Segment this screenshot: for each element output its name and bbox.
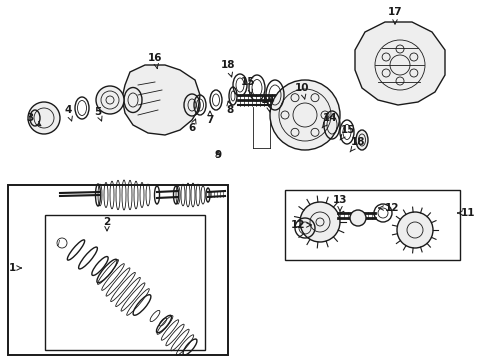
Bar — [8, 185, 228, 355]
Text: 11: 11 — [458, 208, 475, 218]
Circle shape — [350, 210, 366, 226]
Text: 12: 12 — [379, 203, 399, 213]
Text: 13: 13 — [333, 195, 347, 211]
Text: 18: 18 — [350, 137, 365, 152]
Circle shape — [270, 80, 340, 150]
Text: 5: 5 — [95, 107, 102, 121]
Text: 10: 10 — [295, 83, 309, 99]
Text: 17: 17 — [388, 7, 402, 24]
Circle shape — [96, 86, 124, 114]
Text: 15: 15 — [340, 125, 355, 140]
Text: 1: 1 — [8, 263, 22, 273]
Text: 4: 4 — [64, 105, 73, 121]
Circle shape — [28, 102, 60, 134]
Text: 2: 2 — [103, 217, 111, 231]
Ellipse shape — [356, 130, 368, 150]
Text: 7: 7 — [206, 111, 214, 125]
Text: 14: 14 — [322, 113, 337, 128]
Text: 18: 18 — [221, 60, 235, 77]
Text: 9: 9 — [215, 150, 221, 160]
Text: 12: 12 — [291, 220, 311, 230]
Circle shape — [300, 202, 340, 242]
Circle shape — [397, 212, 433, 248]
Text: 16: 16 — [148, 53, 162, 69]
Text: J: J — [57, 240, 59, 246]
Text: 6: 6 — [188, 119, 196, 133]
Polygon shape — [122, 65, 200, 135]
Text: 8: 8 — [226, 101, 234, 115]
Bar — [285, 190, 460, 260]
Text: 3: 3 — [26, 113, 41, 126]
Text: 15: 15 — [241, 77, 255, 94]
Text: 14: 14 — [261, 95, 275, 112]
Bar — [45, 215, 205, 350]
Polygon shape — [355, 22, 445, 105]
